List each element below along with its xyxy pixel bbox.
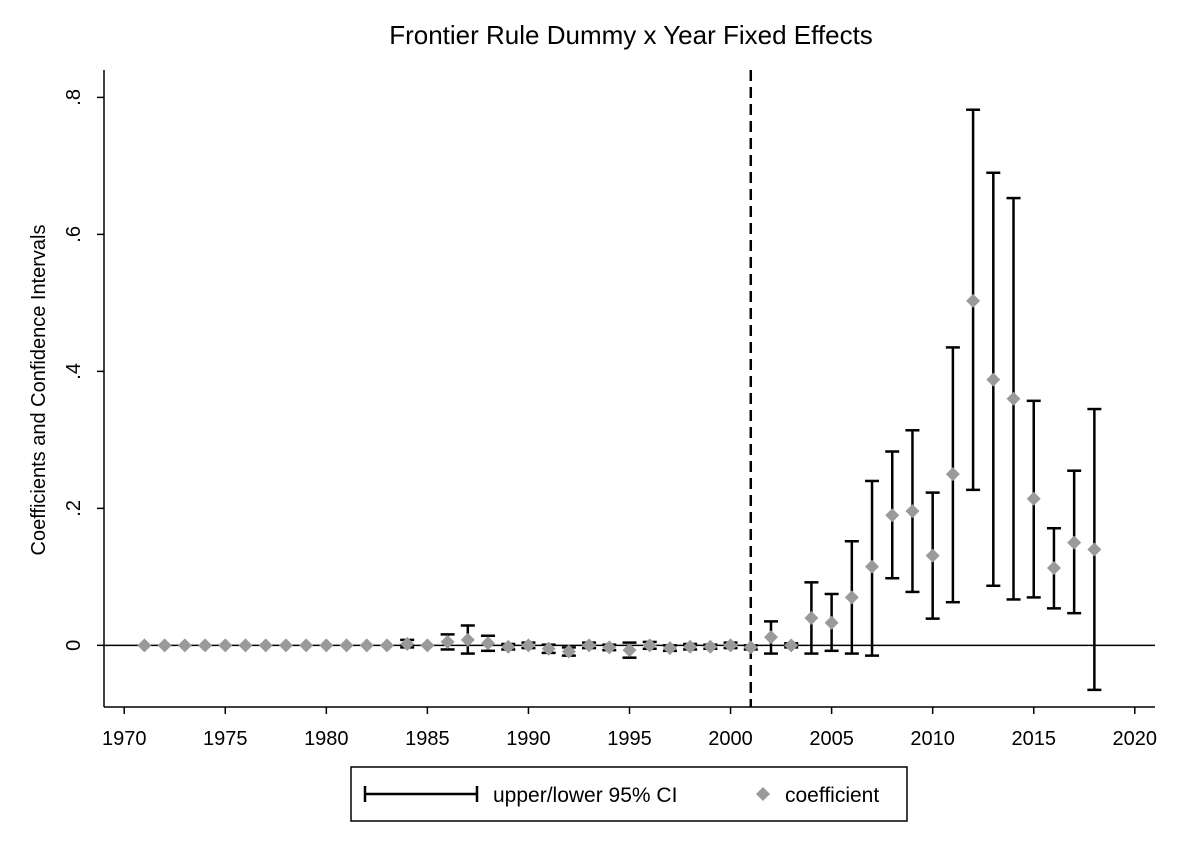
coefficient-point — [258, 638, 273, 653]
x-tick-label: 2005 — [809, 728, 854, 750]
coefficient-point — [359, 638, 374, 653]
coefficient-point — [723, 638, 738, 653]
coefficient-point — [541, 641, 556, 656]
coefficient-point — [218, 638, 233, 653]
coefficient-point — [703, 639, 718, 654]
coefficient-point — [157, 638, 172, 653]
coefficient-point — [440, 634, 455, 649]
x-tick-label: 1970 — [102, 728, 147, 750]
legend-coefficient-diamond — [756, 787, 770, 801]
coefficient-point — [501, 639, 516, 654]
coefficient-point — [763, 630, 778, 645]
coefficient-point — [1087, 542, 1102, 557]
coefficient-point — [238, 638, 253, 653]
coefficient-point — [379, 638, 394, 653]
coefficient-point — [966, 293, 981, 308]
y-tick-label: .2 — [63, 500, 85, 517]
x-tick-label: 2010 — [910, 728, 955, 750]
coefficient-point — [662, 641, 677, 656]
coefficients — [137, 293, 1102, 659]
x-tick-label: 1990 — [506, 728, 551, 750]
coefficient-point — [481, 636, 496, 651]
coefficient-point — [521, 638, 536, 653]
coefficient-point — [319, 638, 334, 653]
coefficient-point — [986, 372, 1001, 387]
coefficient-point — [1046, 560, 1061, 575]
x-tick-label: 2015 — [1011, 728, 1056, 750]
x-tick-label: 2000 — [708, 728, 753, 750]
coefficient-point — [420, 638, 435, 653]
coefficient-point — [824, 615, 839, 630]
coefficient-point — [844, 590, 859, 605]
x-tick-label: 2020 — [1113, 728, 1158, 750]
coefficient-point — [602, 640, 617, 655]
y-tick-label: .8 — [63, 89, 85, 106]
coefficient-point — [925, 548, 940, 563]
coefficient-point — [784, 638, 799, 653]
legend-ci-label: upper/lower 95% CI — [493, 784, 677, 807]
chart-title: Frontier Rule Dummy x Year Fixed Effects — [389, 20, 873, 50]
coefficient-point — [137, 638, 152, 653]
coefficient-point — [278, 638, 293, 653]
y-axis: 0 .2 .4 .6 .8 — [63, 70, 105, 707]
coefficient-point — [177, 638, 192, 653]
coefficient-point — [460, 632, 475, 647]
coefficient-point — [683, 639, 698, 654]
x-axis: 1970 1975 1980 1985 1990 1995 2000 2005 2010 2015… — [102, 706, 1158, 750]
legend: upper/lower 95% CI coefficient — [350, 766, 908, 822]
x-tick-label: 1980 — [304, 728, 349, 750]
coefficient-point — [1026, 491, 1041, 506]
y-tick-label: .6 — [63, 226, 85, 243]
coefficient-point — [582, 638, 597, 653]
coefficient-point — [1006, 391, 1021, 406]
coefficient-point — [865, 559, 880, 574]
coefficient-point — [945, 467, 960, 482]
coefficient-point — [622, 643, 637, 658]
coefficient-point — [885, 508, 900, 523]
y-axis-title: Coefficients and Confidence Intervals — [28, 225, 50, 556]
legend-coefficient-label: coefficient — [785, 784, 879, 807]
coefficient-point — [299, 638, 314, 653]
coefficient-point — [561, 644, 576, 659]
coefficient-point — [642, 638, 657, 653]
legend-ci-symbol — [363, 786, 479, 802]
coefficient-point — [198, 638, 213, 653]
coefficient-point — [743, 640, 758, 655]
x-tick-label: 1995 — [607, 728, 652, 750]
coefficient-point — [400, 636, 415, 651]
x-tick-label: 1975 — [203, 728, 248, 750]
coefficient-point — [339, 638, 354, 653]
coefficient-point — [905, 504, 920, 519]
coefficient-point — [804, 610, 819, 625]
y-tick-label: .4 — [63, 363, 85, 380]
y-tick-label: 0 — [63, 640, 85, 651]
x-tick-label: 1985 — [405, 728, 450, 750]
coefficient-point — [1067, 535, 1082, 550]
